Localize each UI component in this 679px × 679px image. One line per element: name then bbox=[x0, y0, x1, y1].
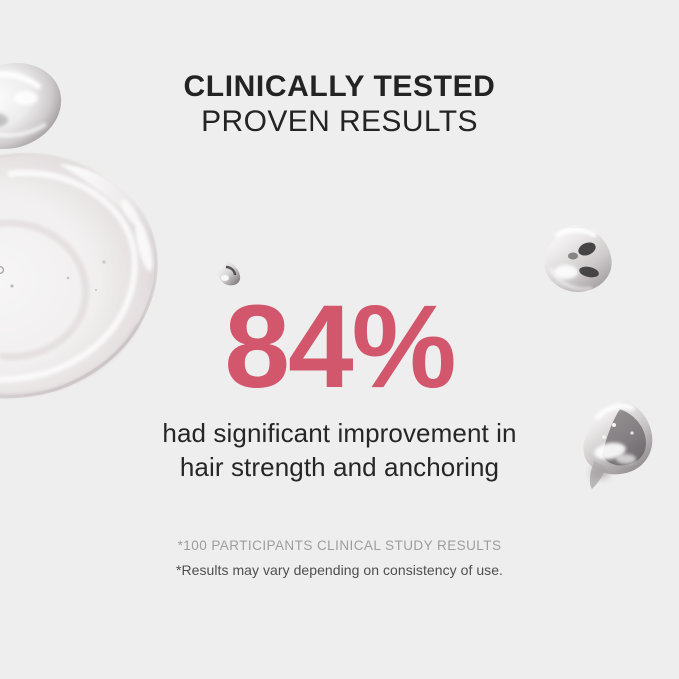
headline: CLINICALLY TESTED PROVEN RESULTS bbox=[0, 70, 679, 140]
headline-line-clinically-tested: CLINICALLY TESTED bbox=[183, 70, 496, 103]
claim-line-2: hair strength and anchoring bbox=[179, 452, 500, 482]
claim-line-1: had significant improvement in bbox=[162, 418, 517, 448]
statistic: 84% bbox=[0, 281, 679, 413]
footnote-study-participants: *100 PARTICIPANTS CLINICAL STUDY RESULTS bbox=[177, 538, 502, 553]
claim-text: had significant improvement in hair stre… bbox=[0, 416, 679, 484]
footnotes: *100 PARTICIPANTS CLINICAL STUDY RESULTS… bbox=[0, 534, 679, 582]
footnote-results-disclaimer: *Results may vary depending on consisten… bbox=[175, 562, 503, 578]
stat-value-84-percent: 84% bbox=[224, 281, 456, 413]
headline-line-proven-results: PROVEN RESULTS bbox=[201, 105, 478, 138]
